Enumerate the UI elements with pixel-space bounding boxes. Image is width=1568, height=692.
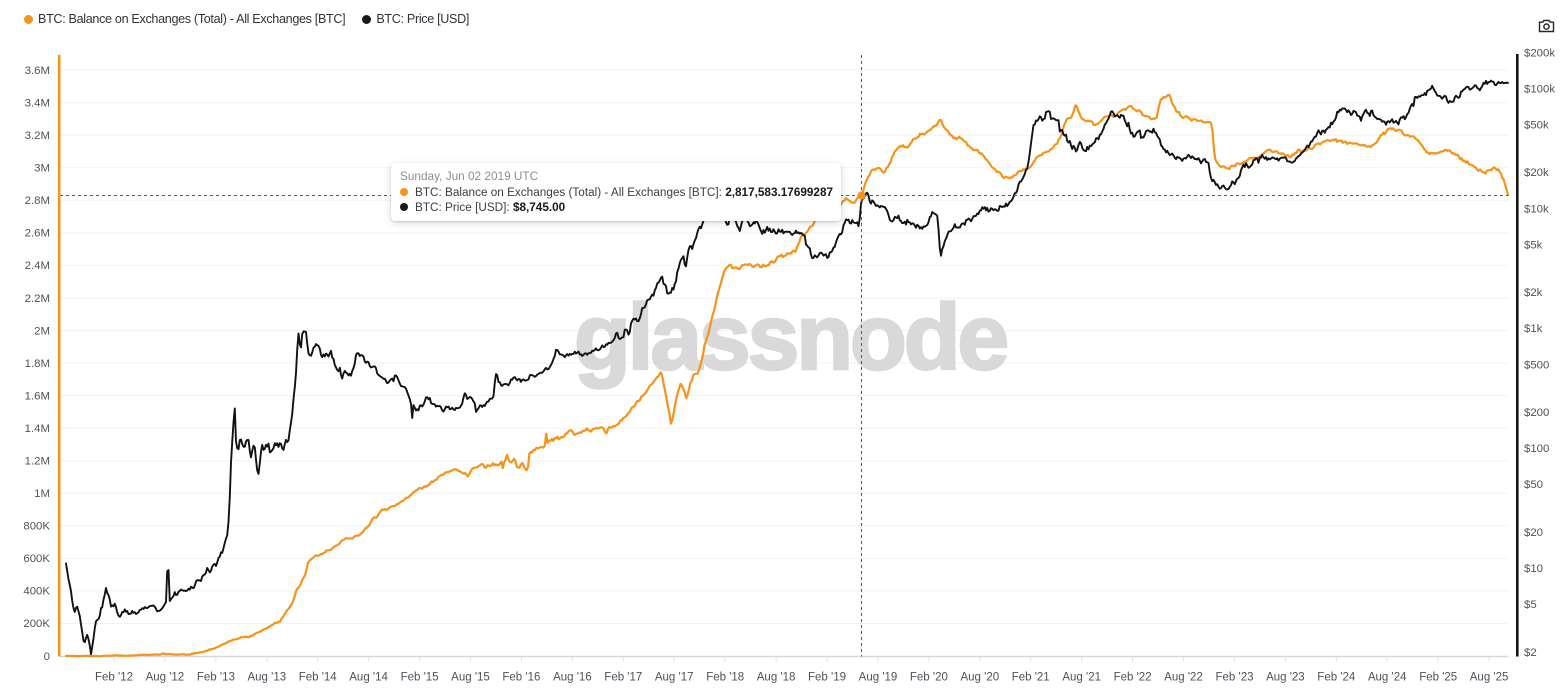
svg-text:$200: $200: [1524, 407, 1549, 419]
svg-text:2.8M: 2.8M: [25, 195, 50, 207]
svg-text:Feb '16: Feb '16: [502, 672, 540, 684]
svg-text:$20: $20: [1524, 527, 1543, 539]
svg-text:$5k: $5k: [1524, 239, 1543, 251]
svg-text:400K: 400K: [23, 586, 50, 598]
svg-text:1.8M: 1.8M: [25, 358, 50, 370]
svg-text:Aug '12: Aug '12: [146, 672, 185, 684]
svg-text:Feb '24: Feb '24: [1317, 672, 1356, 684]
svg-text:Feb '25: Feb '25: [1419, 672, 1457, 684]
svg-text:Feb '15: Feb '15: [401, 672, 439, 684]
svg-text:1.2M: 1.2M: [25, 456, 50, 468]
svg-text:Aug '19: Aug '19: [859, 672, 898, 684]
svg-text:Aug '16: Aug '16: [553, 672, 592, 684]
svg-text:$20k: $20k: [1524, 167, 1549, 179]
svg-text:$1k: $1k: [1524, 323, 1543, 335]
svg-text:3.2M: 3.2M: [25, 130, 50, 142]
svg-text:$200k: $200k: [1524, 47, 1555, 59]
svg-text:Aug '20: Aug '20: [960, 672, 999, 684]
svg-text:800K: 800K: [23, 521, 50, 533]
svg-text:Feb '22: Feb '22: [1114, 672, 1152, 684]
svg-text:600K: 600K: [23, 553, 50, 565]
svg-text:2.2M: 2.2M: [25, 293, 50, 305]
svg-text:$2: $2: [1524, 647, 1537, 659]
svg-text:3.6M: 3.6M: [25, 65, 50, 77]
svg-text:Feb '20: Feb '20: [910, 672, 948, 684]
svg-text:2M: 2M: [34, 325, 50, 337]
svg-text:Feb '12: Feb '12: [95, 672, 133, 684]
svg-text:$10k: $10k: [1524, 203, 1549, 215]
svg-text:Aug '23: Aug '23: [1266, 672, 1305, 684]
svg-text:Feb '23: Feb '23: [1216, 672, 1254, 684]
svg-text:3.4M: 3.4M: [25, 98, 50, 110]
svg-text:$50k: $50k: [1524, 120, 1549, 132]
svg-text:$100: $100: [1524, 443, 1549, 455]
svg-text:$100k: $100k: [1524, 83, 1555, 95]
svg-text:Feb '19: Feb '19: [808, 672, 846, 684]
svg-text:Aug '13: Aug '13: [247, 672, 286, 684]
svg-text:Aug '18: Aug '18: [757, 672, 796, 684]
svg-text:2.4M: 2.4M: [25, 260, 50, 272]
svg-text:$5: $5: [1524, 599, 1537, 611]
svg-text:$2k: $2k: [1524, 287, 1543, 299]
svg-text:Aug '25: Aug '25: [1470, 672, 1509, 684]
svg-text:3M: 3M: [34, 163, 50, 175]
svg-text:Aug '14: Aug '14: [349, 672, 388, 684]
svg-text:1M: 1M: [34, 488, 50, 500]
svg-text:0: 0: [44, 651, 50, 663]
svg-text:1.4M: 1.4M: [25, 423, 50, 435]
svg-text:Feb '14: Feb '14: [299, 672, 338, 684]
svg-text:Feb '17: Feb '17: [604, 672, 642, 684]
svg-text:$50: $50: [1524, 479, 1543, 491]
svg-text:200K: 200K: [23, 618, 50, 630]
svg-text:Aug '24: Aug '24: [1368, 672, 1407, 684]
svg-text:Feb '21: Feb '21: [1012, 672, 1050, 684]
svg-text:Feb '18: Feb '18: [706, 672, 744, 684]
svg-text:Aug '17: Aug '17: [655, 672, 694, 684]
svg-text:Aug '21: Aug '21: [1062, 672, 1101, 684]
svg-text:$10: $10: [1524, 563, 1543, 575]
svg-text:$500: $500: [1524, 359, 1549, 371]
svg-text:Feb '13: Feb '13: [197, 672, 235, 684]
svg-text:1.6M: 1.6M: [25, 390, 50, 402]
svg-text:2.6M: 2.6M: [25, 228, 50, 240]
svg-text:glassnode: glassnode: [574, 285, 1006, 389]
svg-text:Aug '15: Aug '15: [451, 672, 490, 684]
svg-text:Aug '22: Aug '22: [1164, 672, 1203, 684]
